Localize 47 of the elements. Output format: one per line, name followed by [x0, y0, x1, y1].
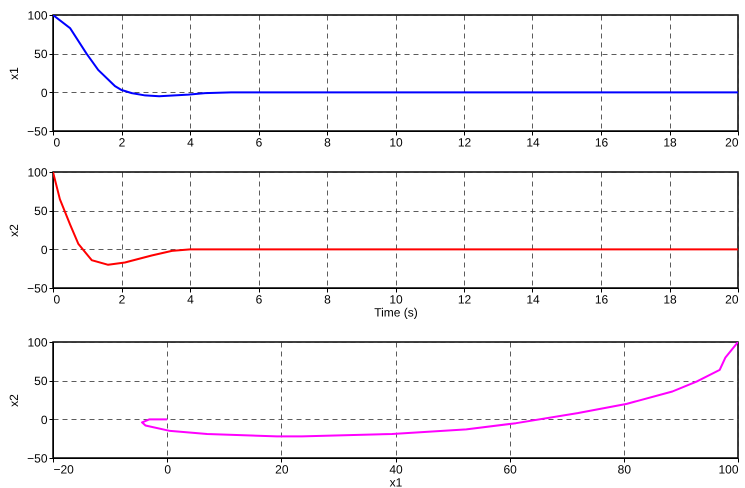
- x-tick-label: 2: [118, 292, 126, 306]
- y-tick-label: 100: [27, 166, 48, 180]
- y-axis-title: x1: [7, 66, 22, 80]
- y-tick-label: 0: [40, 412, 48, 427]
- x-tick-label: 14: [526, 136, 540, 150]
- x-tick-label: 0: [164, 462, 172, 476]
- y-tick-label: 50: [34, 374, 48, 388]
- x-tick-label: 6: [256, 292, 263, 306]
- x-tick-label: 20: [275, 462, 289, 476]
- x-axis-title: x1: [390, 476, 403, 488]
- x-tick-label: 12: [458, 136, 472, 150]
- x-tick-label: 80: [618, 462, 632, 476]
- y-tick-label: 100: [27, 336, 48, 350]
- x-axis-title: Time (s): [374, 306, 418, 320]
- x-tick-label: 18: [663, 292, 677, 306]
- y-tick-label: −50: [27, 124, 48, 138]
- x-tick-label: 6: [256, 136, 263, 150]
- x-tick-label: 16: [594, 292, 608, 306]
- x-tick-label: 8: [324, 292, 332, 306]
- y-tick-label: 0: [40, 242, 48, 257]
- x-tick-label: 8: [324, 136, 332, 150]
- y-tick-label: −50: [27, 282, 48, 296]
- line-series: [141, 342, 738, 438]
- y-tick-label: 0: [40, 86, 48, 100]
- x-tick-label: 4: [187, 292, 194, 306]
- x-tick-label: 0: [54, 136, 60, 150]
- x-tick-label: 10: [389, 136, 403, 150]
- y-tick-label: −50: [27, 452, 48, 466]
- y-tick-label: 50: [34, 47, 48, 62]
- x-tick-label: 4: [187, 136, 194, 150]
- y-axis-title: x2: [7, 224, 22, 237]
- x-tick-label: 14: [526, 292, 540, 306]
- x-tick-label: 12: [458, 292, 472, 306]
- x-tick-label: 0: [54, 292, 60, 306]
- x-tick-label: 18: [663, 136, 677, 150]
- x-tick-label: 20: [725, 136, 739, 150]
- x-tick-label: 2: [118, 136, 126, 150]
- x-tick-label: −20: [54, 462, 74, 476]
- x-tick-label: 16: [594, 136, 608, 150]
- y-axis-title: x2: [7, 394, 22, 407]
- x-tick-label: 100: [718, 462, 739, 476]
- x-tick-label: 40: [389, 462, 403, 476]
- y-tick-label: 100: [27, 8, 48, 22]
- y-tick-label: 50: [34, 204, 48, 218]
- x-tick-label: 20: [725, 292, 739, 306]
- x-tick-label: 60: [503, 462, 518, 476]
- x-tick-label: 10: [389, 292, 403, 306]
